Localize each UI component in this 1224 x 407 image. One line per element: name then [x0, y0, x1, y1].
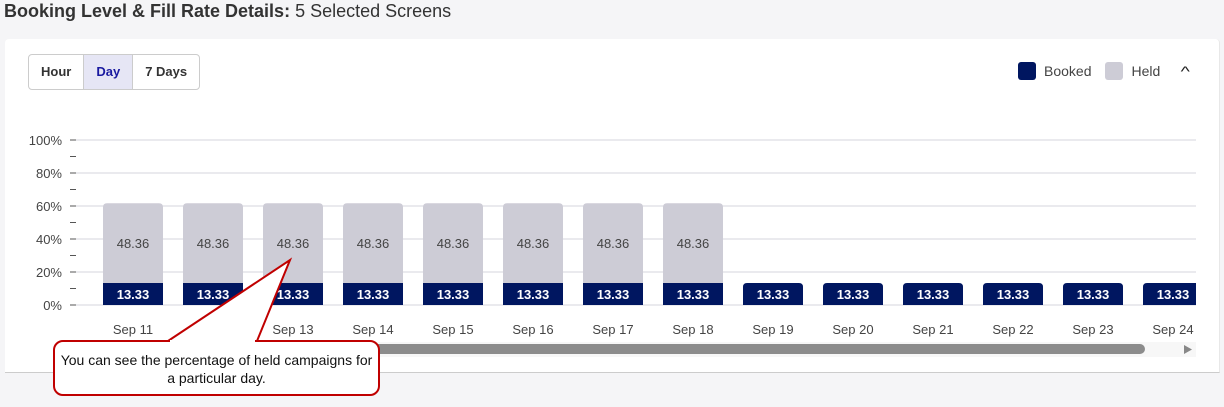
booked-swatch: [1018, 62, 1036, 80]
x-tick-label: Sep 19: [752, 322, 793, 337]
held-value-label: 48.36: [277, 236, 310, 251]
y-tick-label: 0%: [43, 298, 62, 313]
x-tick-label: Sep 16: [512, 322, 553, 337]
tab-7-days[interactable]: 7 Days: [145, 64, 188, 79]
scroll-right-arrow-icon[interactable]: [1184, 345, 1192, 354]
x-tick-label: Sep 24: [1152, 322, 1193, 337]
booked-value-label: 13.33: [277, 287, 310, 302]
booked-value-label: 13.33: [757, 287, 790, 302]
held-bar: [583, 203, 643, 284]
x-tick-label: Sep 13: [272, 322, 313, 337]
booked-value-label: 13.33: [197, 287, 230, 302]
y-tick-label: 40%: [36, 232, 62, 247]
granularity-toggle: Hour Day 7 Days: [28, 54, 201, 90]
booked-bar: [423, 283, 483, 305]
x-tick-label: Sep 21: [912, 322, 953, 337]
y-tick-label: 100%: [29, 133, 63, 148]
x-tick-label: Sep 18: [672, 322, 713, 337]
held-value-label: 48.36: [437, 236, 470, 251]
held-value-label: 48.36: [597, 236, 630, 251]
x-tick-label: Sep 11: [113, 322, 153, 337]
x-tick-label: Sep 23: [1072, 322, 1113, 337]
x-tick-label: Sep 22: [992, 322, 1033, 337]
booked-value-label: 13.33: [437, 287, 470, 302]
booked-bar: [503, 283, 563, 305]
booked-value-label: 13.33: [917, 287, 950, 302]
held-value-label: 48.36: [517, 236, 550, 251]
held-bar: [183, 203, 243, 284]
held-bar: [503, 203, 563, 284]
booked-bar: [663, 283, 723, 305]
y-tick-label: 20%: [36, 265, 62, 280]
held-value-label: 48.36: [117, 236, 150, 251]
booked-value-label: 13.33: [117, 287, 150, 302]
held-bar: [343, 203, 403, 284]
x-tick-label: Sep 20: [832, 322, 873, 337]
booked-bar: [183, 283, 243, 305]
tab-hour[interactable]: Hour: [29, 55, 85, 89]
booked-value-label: 13.33: [597, 287, 630, 302]
y-tick-label: 80%: [36, 166, 62, 181]
booked-bar: [823, 283, 883, 305]
collapse-chevron-icon[interactable]: ^: [1180, 63, 1191, 79]
callout-tooltip: You can see the percentage of held campa…: [53, 340, 380, 396]
booked-value-label: 13.33: [837, 287, 870, 302]
booked-bar: [903, 283, 963, 305]
x-tick-label: Sep 17: [592, 322, 633, 337]
held-bar: [103, 203, 163, 284]
booked-value-label: 13.33: [517, 287, 550, 302]
x-tick-label: Sep 15: [432, 322, 473, 337]
booked-bar: [1143, 283, 1196, 305]
held-value-label: 48.36: [197, 236, 230, 251]
held-bar: [263, 203, 323, 284]
booked-bar: [983, 283, 1043, 305]
booked-value-label: 13.33: [357, 287, 390, 302]
booked-bar: [1063, 283, 1123, 305]
booked-bar: [583, 283, 643, 305]
held-bar: [663, 203, 723, 284]
booked-value-label: 13.33: [1077, 287, 1110, 302]
x-tick-label: Sep 14: [352, 322, 393, 337]
held-value-label: 48.36: [357, 236, 390, 251]
held-bar: [423, 203, 483, 284]
booked-value-label: 13.33: [1157, 287, 1190, 302]
legend-booked[interactable]: Booked: [1044, 63, 1092, 79]
booked-bar: [343, 283, 403, 305]
tab-day[interactable]: Day: [84, 55, 134, 89]
booked-value-label: 13.33: [997, 287, 1030, 302]
booked-value-label: 13.33: [677, 287, 710, 302]
held-value-label: 48.36: [677, 236, 710, 251]
page-title: Booking Level & Fill Rate Details: 5 Sel…: [4, 1, 452, 21]
legend: Booked Held ^: [1018, 62, 1191, 80]
booked-bar: [743, 283, 803, 305]
booked-bar: [103, 283, 163, 305]
held-swatch: [1105, 62, 1124, 80]
legend-held[interactable]: Held: [1131, 63, 1161, 79]
y-tick-label: 60%: [36, 199, 62, 214]
